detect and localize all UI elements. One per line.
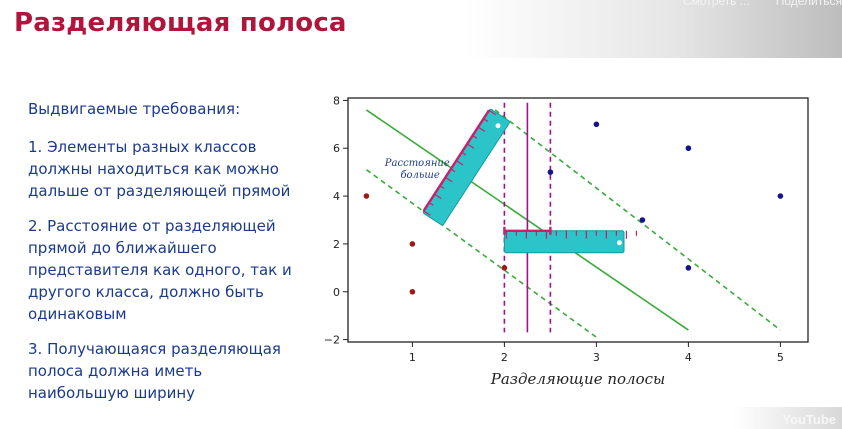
y-tick-label: 6 [333,142,340,155]
y-tick-label: −2 [324,334,340,347]
ruler-tick [445,176,453,183]
youtube-logo-text: YouTube [782,412,836,427]
class-b-point [547,169,554,175]
distance-annotation: Расстояние [384,158,450,169]
margin-boundary-line [365,169,597,338]
requirement-item: 1. Элементы разных классов должны находи… [28,138,291,200]
ruler-tick [434,193,442,200]
class-b-point [639,217,646,223]
ruler-tick [455,160,464,166]
y-tick-label: 2 [333,238,340,251]
ruler-tick [488,109,497,116]
youtube-logo: YouTube [732,407,842,429]
class-b-point [777,193,784,199]
slanted-ruler [422,108,510,226]
x-tick-label: 2 [501,351,508,364]
class-a-point [409,288,416,295]
x-tick-label: 1 [409,351,416,364]
ruler-hole [495,123,501,129]
youtube-overlay-controls: Смотреть ... Поделиться [683,0,842,8]
x-tick-label: 3 [593,351,600,364]
margin-boundary-line [494,109,781,331]
ruler-measure-line [422,109,490,212]
y-tick-label: 4 [333,190,340,203]
share-button[interactable]: Поделиться [775,0,842,8]
class-b-point [685,145,692,152]
requirements-heading: Выдвигаемые требования: [28,100,241,118]
slide-header-band: Смотреть ... Поделиться [0,0,842,58]
class-a-point [501,265,508,271]
x-tick-label: 4 [685,351,692,364]
ruler-tick [477,126,486,132]
x-tick-label: 5 [777,351,784,364]
y-tick-label: 0 [333,286,340,299]
ruler-tick [466,143,475,149]
x-axis-label: Разделяющие полосы [490,370,666,388]
watch-later-button[interactable]: Смотреть ... [682,0,750,8]
requirements-block: Выдвигаемые требования: 1. Элементы разн… [28,100,303,417]
horizontal-ruler [503,230,625,254]
distance-annotation-line2: больше [400,170,439,181]
class-b-point [593,121,600,128]
slide-title: Разделяющая полоса [14,8,347,38]
class-a-point [363,193,370,199]
ruler-tick [423,210,431,216]
requirement-item: 3. Получающаяся разделяющая полоса должн… [28,340,281,402]
class-a-point [409,241,416,247]
plot-frame [347,97,809,343]
requirement-item: 2. Расстояние от разделяющей прямой до б… [28,217,292,323]
y-tick-label: 8 [333,94,340,107]
class-b-point [685,265,692,271]
ruler-hole [616,240,622,246]
